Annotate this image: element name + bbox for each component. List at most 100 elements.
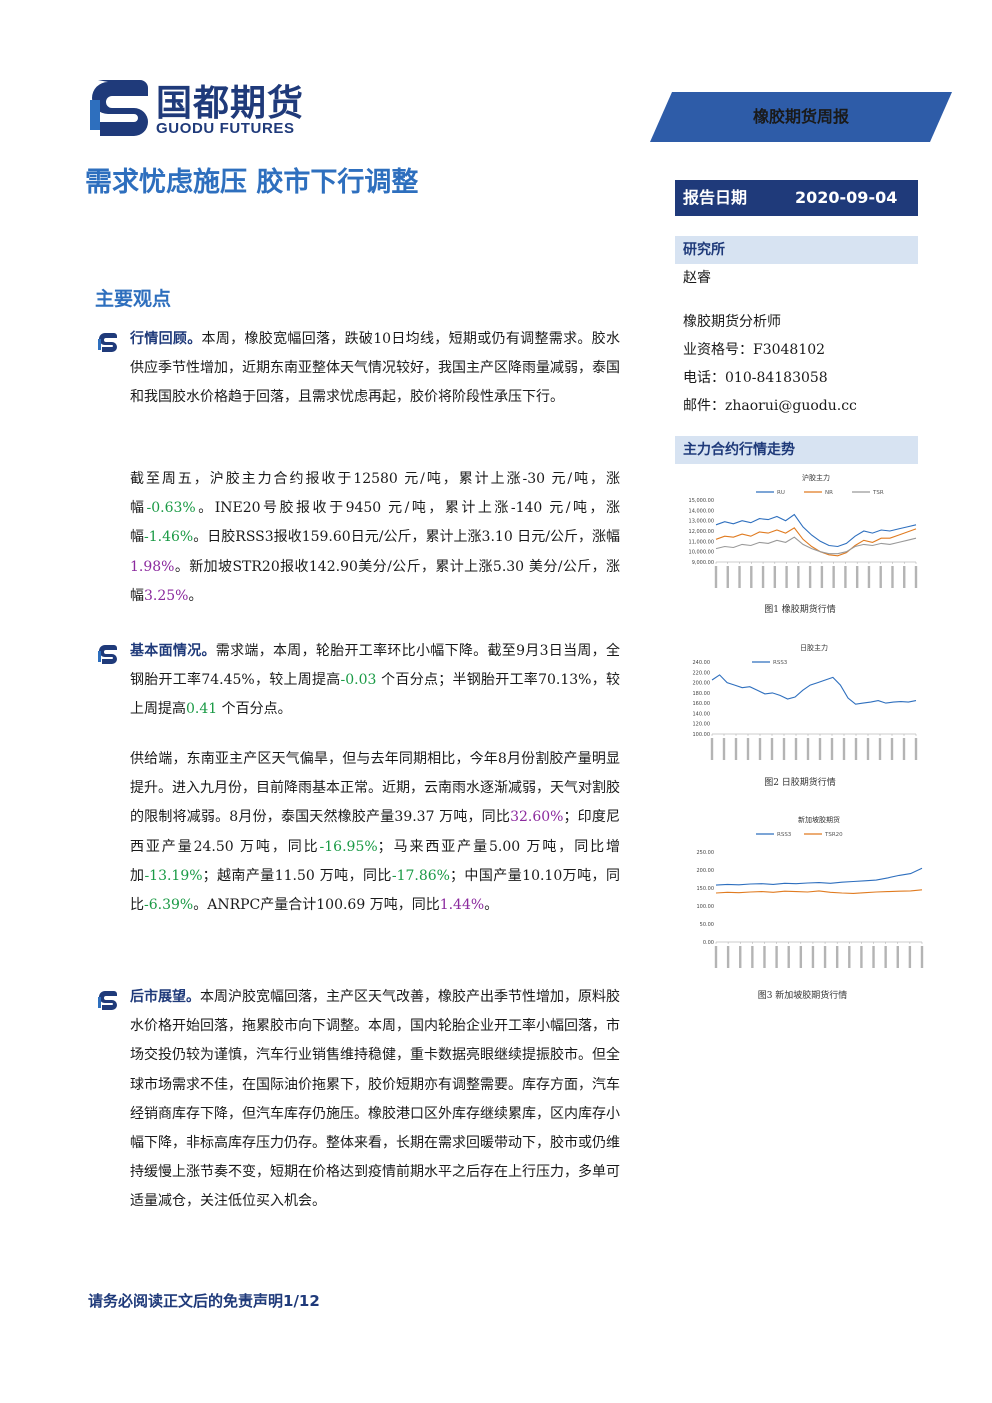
y-tick-label: 240.00 — [693, 660, 711, 666]
banner-shape — [650, 92, 952, 142]
supply-text-2: ；印度尼西亚产量24.50 万吨，同比 — [130, 809, 621, 855]
paragraph-supply: 供给端，东南亚主产区天气偏旱，但与去年同期相比，今年8月份割胶产量明显提升。进入… — [130, 745, 620, 920]
analyst-email[interactable]: 邮件：zhaorui@guodu.cc — [683, 398, 857, 414]
x-tick-label — [891, 566, 894, 588]
x-tick-label — [787, 946, 790, 968]
y-tick-label: 150.00 — [697, 886, 715, 892]
price-text-5: 。 — [188, 587, 203, 604]
x-tick-label — [903, 566, 906, 588]
x-tick-label — [920, 946, 924, 968]
y-tick-label: 100.00 — [693, 732, 711, 738]
x-tick-label — [896, 946, 899, 968]
paragraph-outlook: 后市展望。本周沪胶宽幅回落，主产区天气改善，橡胶产出季节性增加，原料胶水价格开始… — [130, 983, 620, 1217]
series-line-tsr20 — [715, 889, 923, 894]
price-text-1: 截至周五，沪胶主力合约报收于12580 元/吨，累计上涨-30 元/吨，涨幅 — [130, 471, 620, 517]
y-tick-label: 14,000.00 — [689, 508, 714, 514]
x-tick-label — [751, 946, 754, 968]
supply-text-1: 供给端，东南亚主产区天气偏旱，但与去年同期相比，今年8月份割胶产量明显提升。进入… — [130, 751, 620, 826]
demand-text-3: 个百分点。 — [217, 701, 292, 718]
analyst-info: 赵睿 橡胶期货分析师 业资格号：F3048102 电话：010-84183058… — [683, 264, 857, 420]
x-tick-label — [710, 738, 714, 760]
text-market-review: 本周，橡胶宽幅回落，跌破10日均线，短期或仍有调整需求。胶水供应季节性增加，近期… — [130, 331, 620, 406]
logo-english-name: GUODU FUTURES — [156, 120, 295, 137]
report-type-label: 橡胶期货周报 — [752, 107, 849, 126]
x-tick-label — [844, 566, 847, 588]
series-line-tsr — [715, 536, 917, 555]
analyst-name: 赵睿 — [683, 270, 711, 286]
china-yoy: -6.39% — [144, 897, 194, 914]
x-tick-label — [860, 946, 863, 968]
indonesia-yoy: -16.95% — [319, 838, 378, 855]
x-tick-label — [794, 738, 798, 760]
x-tick-label — [855, 566, 859, 588]
supply-text-3: ；马来西亚产量5.00 万吨，同比增加 — [130, 838, 621, 884]
x-tick-label — [842, 738, 846, 760]
x-tick-label — [726, 566, 729, 588]
head-fundamentals: 基本面情况。 — [130, 643, 216, 659]
chart-title: 日胶主力 — [800, 643, 828, 652]
legend-label: NR — [825, 490, 833, 496]
paragraph-market-review: 行情回顾。本周，橡胶宽幅回落，跌破10日均线，短期或仍有调整需求。胶水供应季节性… — [130, 325, 620, 413]
y-tick-label: 11,000.00 — [689, 539, 714, 545]
legend-label: TSR20 — [824, 832, 843, 838]
supply-text-4: ；越南产量11.50 万吨，同比 — [202, 867, 392, 884]
analyst-title: 橡胶期货分析师 — [683, 314, 781, 330]
demand-text-1: 需求端，本周，轮胎开工率环比小幅下降。截至9月3日当周，全钢胎开工率74.45%… — [130, 643, 620, 689]
legend-label: RU — [777, 490, 785, 496]
x-tick-label — [872, 946, 875, 968]
y-tick-label: 0.00 — [703, 940, 714, 946]
date-label: 报告日期 — [683, 188, 748, 207]
report-type-banner: 橡胶期货周报 — [650, 92, 952, 142]
series-line-nr — [715, 527, 917, 557]
price-text-2: 。INE20号胶报收于9450 元/吨，累计上涨-140 元/吨，涨幅 — [130, 500, 621, 546]
x-tick-label — [879, 566, 882, 588]
x-tick-label — [848, 946, 851, 968]
x-tick-label — [763, 946, 766, 968]
text-outlook: 本周沪胶宽幅回落，主产区天气改善，橡胶产出季节性增加，原料胶水价格开始回落，拖累… — [130, 989, 620, 1210]
price-change-nr: -1.46% — [144, 529, 194, 546]
report-title: 需求忧虑施压 胶市下行调整 — [85, 167, 419, 198]
x-tick-label — [818, 738, 822, 760]
series-line-rss3 — [715, 867, 923, 886]
logo-chinese-name: 国都期货 — [156, 83, 305, 124]
x-tick-label — [746, 738, 750, 760]
x-tick-label — [835, 946, 839, 968]
x-tick-label — [890, 738, 894, 760]
x-tick-label — [750, 566, 753, 588]
chart1-caption: 图1 橡胶期货行情 — [764, 605, 836, 615]
x-tick-label — [722, 738, 726, 760]
anrpc-yoy: 1.44% — [439, 897, 485, 914]
bullet-icon — [98, 991, 117, 1010]
price-change-str20: 3.25% — [144, 587, 189, 604]
x-tick-label — [775, 946, 778, 968]
chart-ru-futures: 沪胶主力 RU NR TSR 15,000.00 14,000.00 13,000.00 12… — [680, 470, 920, 600]
x-tick-label — [797, 566, 800, 588]
y-tick-label: 120.00 — [693, 722, 711, 728]
chart-title: 沪胶主力 — [802, 473, 830, 482]
bullet-icon — [98, 645, 117, 664]
demand-text-2: 个百分点；半钢胎开工率70.13%，较上周提高 — [130, 672, 620, 718]
head-outlook: 后市展望。 — [130, 989, 200, 1005]
trend-title-bar: 主力合约行情走势 — [675, 436, 918, 464]
y-tick-label: 10,000.00 — [689, 550, 714, 556]
x-tick-label — [823, 946, 827, 968]
x-tick-label — [761, 566, 765, 588]
x-tick-label — [867, 566, 871, 588]
y-tick-label: 13,000.00 — [689, 519, 714, 525]
series-line-rss3 — [711, 674, 917, 705]
x-tick-label — [770, 738, 774, 760]
x-tick-label — [739, 946, 742, 968]
date-value: 2020-09-04 — [795, 188, 898, 207]
y-tick-label: 250.00 — [697, 850, 715, 856]
paragraph-fundamentals: 基本面情况。需求端，本周，轮胎开工率环比小幅下降。截至9月3日当周，全钢胎开工率… — [130, 637, 620, 725]
chart3-caption: 图3 新加坡胶期货行情 — [757, 991, 848, 1001]
thailand-yoy: 32.60% — [510, 809, 564, 826]
chart-sg-rubber: 新加坡胶期货 RSS3 TSR20 250.00 200.00 150.00 100.00 5… — [680, 812, 925, 982]
x-tick-label — [830, 738, 834, 760]
legend-label: RSS3 — [773, 660, 788, 666]
y-tick-label: 12,000.00 — [689, 529, 714, 535]
report-date-box: 报告日期 2020-09-04 — [675, 180, 918, 216]
disclaimer-footer: 请务必阅读正文后的免责声明1/12 — [88, 1292, 320, 1310]
guodu-logo-icon — [90, 80, 148, 136]
x-tick-label — [726, 946, 730, 968]
